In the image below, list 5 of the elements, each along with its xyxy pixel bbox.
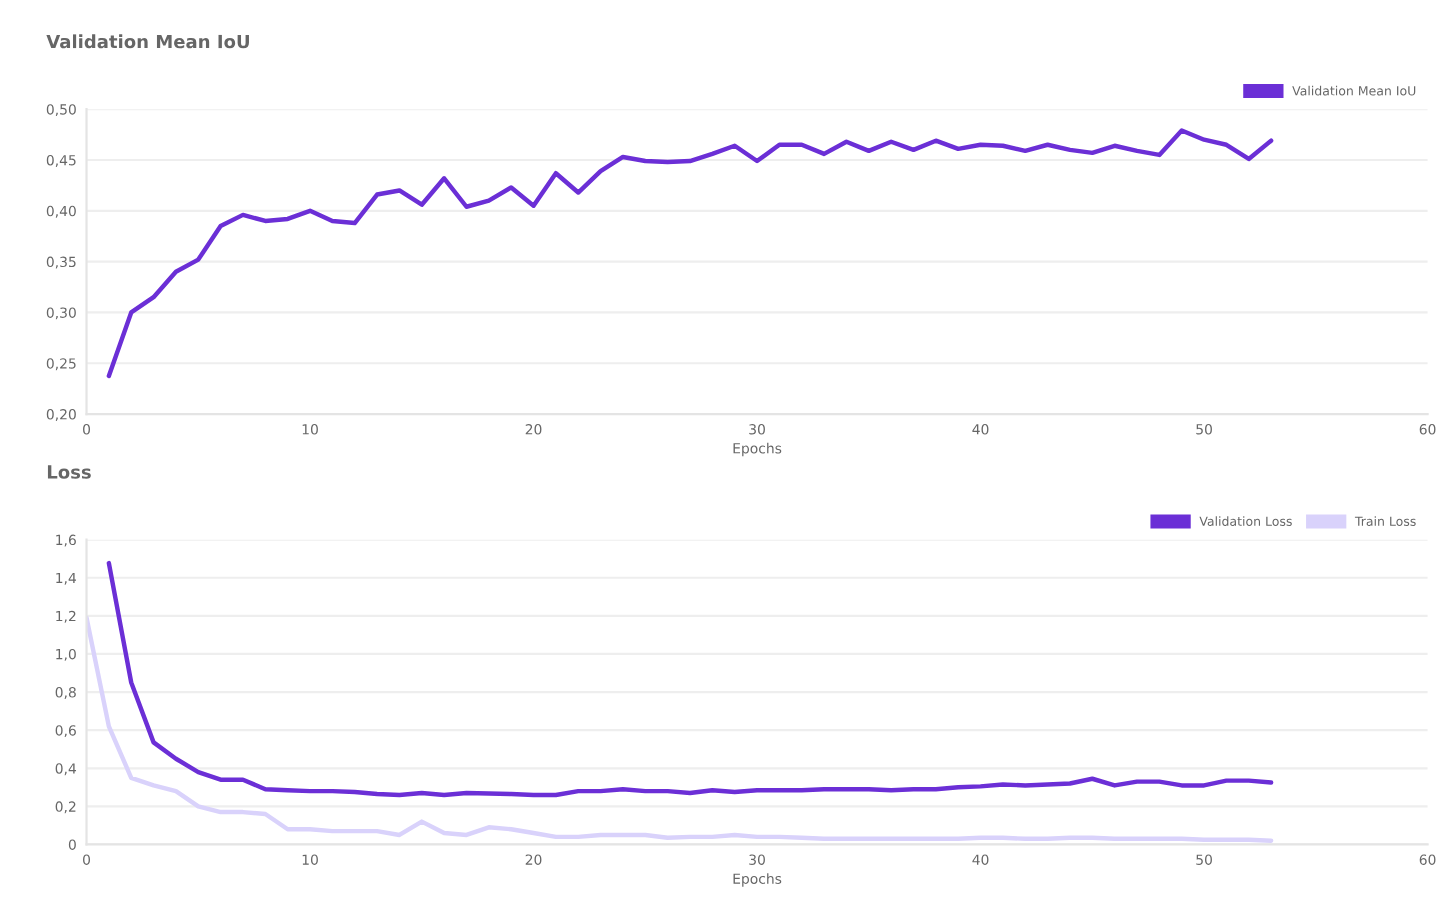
chart-title: Validation Mean IoU (46, 34, 249, 49)
line-series (86, 615, 1274, 843)
line-series (106, 560, 1274, 798)
chart-title: Loss (47, 465, 91, 479)
line-series (106, 128, 1274, 379)
